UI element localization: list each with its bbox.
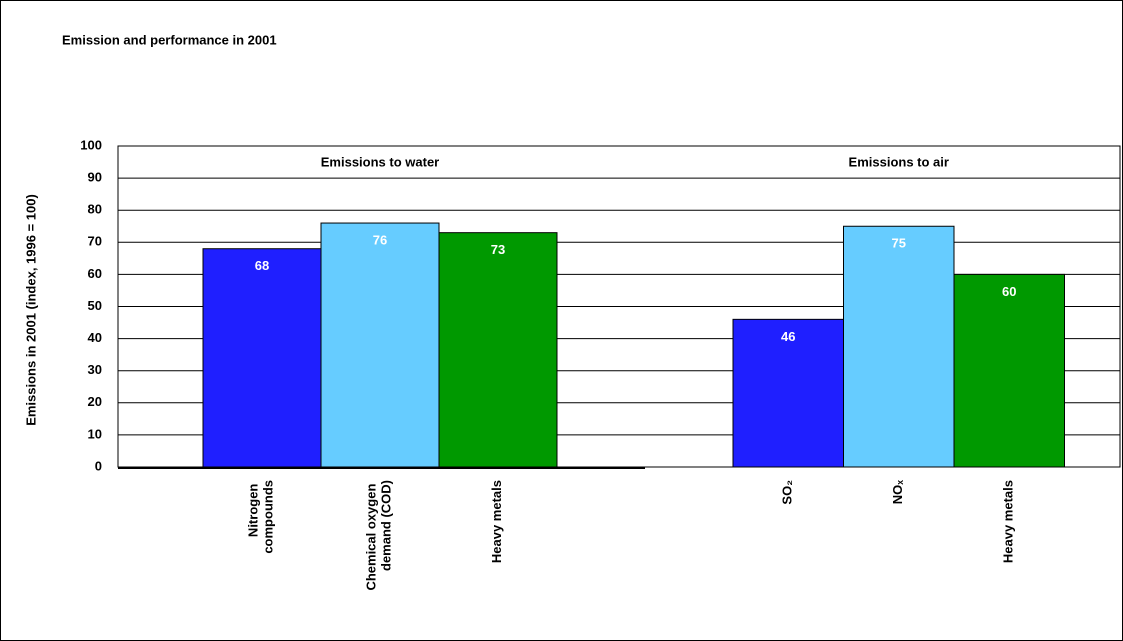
y-tick-label: 10 (88, 426, 102, 441)
bar (202, 248, 322, 468)
bar (320, 222, 440, 468)
bar (953, 273, 1065, 468)
value-label: 46 (781, 329, 795, 344)
y-tick-label: 60 (88, 266, 102, 281)
y-tick-label: 70 (88, 234, 102, 249)
y-tick-label: 0 (95, 458, 102, 473)
bar (843, 225, 955, 468)
chart-title: Emission and performance in 2001 (62, 32, 277, 47)
x-tick-label: Nitrogen compounds (246, 480, 276, 554)
value-label: 68 (255, 258, 269, 273)
x-tick-label: Heavy metals (1001, 480, 1016, 563)
y-tick-label: 40 (88, 330, 102, 345)
value-label: 76 (373, 232, 387, 247)
x-tick-label: Heavy metals (489, 480, 504, 563)
x-tick-label: SO₂ (780, 480, 795, 505)
value-label: 75 (892, 236, 906, 251)
y-tick-label: 80 (88, 202, 102, 217)
y-axis-label: Emissions in 2001 (index, 1996 = 100) (23, 194, 38, 426)
value-label: 60 (1002, 284, 1016, 299)
y-tick-label: 20 (88, 394, 102, 409)
value-label: 73 (491, 242, 505, 257)
x-tick-label: NOₓ (890, 480, 905, 505)
group-label: Emissions to air (849, 154, 949, 169)
bar (438, 232, 558, 468)
y-tick-label: 100 (80, 137, 102, 152)
bar (732, 318, 844, 468)
x-tick-label: Chemical oxygen demand (COD) (364, 480, 394, 591)
y-tick-label: 90 (88, 170, 102, 185)
group-label: Emissions to water (321, 154, 439, 169)
y-tick-label: 50 (88, 298, 102, 313)
y-tick-label: 30 (88, 362, 102, 377)
